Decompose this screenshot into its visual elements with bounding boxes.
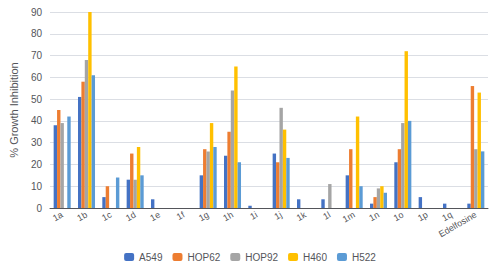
svg-text:1f: 1f (175, 209, 187, 222)
svg-text:1e: 1e (148, 210, 162, 224)
svg-text:1l: 1l (321, 210, 332, 222)
svg-text:H522: H522 (352, 252, 376, 263)
svg-text:1k: 1k (295, 209, 309, 223)
svg-text:1j: 1j (273, 210, 284, 222)
svg-text:1d: 1d (124, 210, 138, 224)
svg-text:HOP92: HOP92 (245, 252, 278, 263)
svg-text:1g: 1g (197, 210, 211, 224)
svg-text:HOP62: HOP62 (187, 252, 220, 263)
svg-text:1b: 1b (75, 210, 89, 224)
svg-text:% Growth Inhibition: % Growth Inhibition (8, 62, 20, 157)
svg-text:A549: A549 (139, 252, 163, 263)
svg-text:60: 60 (31, 72, 43, 83)
svg-text:1q: 1q (440, 209, 454, 224)
svg-text:1o: 1o (392, 210, 406, 224)
svg-text:1c: 1c (100, 209, 114, 223)
svg-text:1p: 1p (416, 210, 430, 224)
svg-text:70: 70 (31, 50, 43, 61)
svg-text:30: 30 (31, 137, 43, 148)
svg-text:10: 10 (31, 181, 43, 192)
svg-text:Edelfosine: Edelfosine (437, 210, 478, 240)
svg-text:1i: 1i (248, 210, 259, 222)
svg-text:90: 90 (31, 7, 43, 18)
svg-text:40: 40 (31, 115, 43, 126)
svg-text:1n: 1n (367, 210, 381, 224)
svg-text:H460: H460 (303, 252, 327, 263)
svg-text:1a: 1a (51, 210, 65, 224)
svg-text:20: 20 (31, 159, 43, 170)
svg-text:80: 80 (31, 28, 43, 39)
svg-text:0: 0 (36, 203, 42, 214)
svg-text:1m: 1m (341, 210, 357, 225)
svg-text:1h: 1h (221, 210, 235, 224)
svg-text:50: 50 (31, 94, 43, 105)
